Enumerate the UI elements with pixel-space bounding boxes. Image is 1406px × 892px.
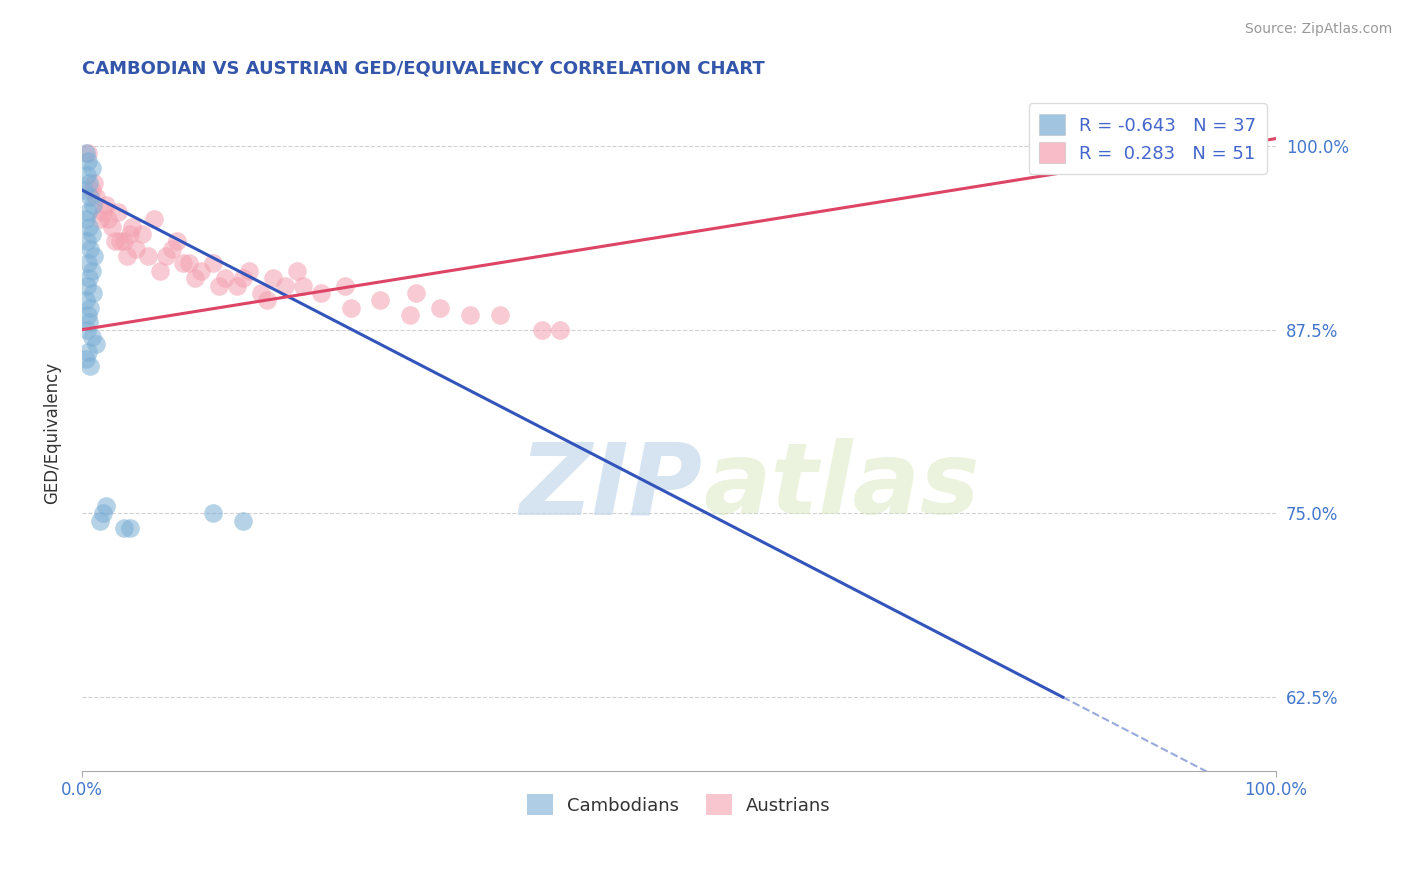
Point bbox=[79, 190, 101, 204]
Point bbox=[83, 249, 105, 263]
Point bbox=[262, 271, 284, 285]
Point bbox=[107, 205, 129, 219]
Point bbox=[214, 271, 236, 285]
Text: atlas: atlas bbox=[703, 438, 980, 535]
Point bbox=[121, 219, 143, 234]
Point bbox=[75, 146, 97, 161]
Point bbox=[94, 499, 117, 513]
Point bbox=[79, 301, 101, 315]
Point bbox=[75, 212, 97, 227]
Point bbox=[77, 146, 100, 161]
Point bbox=[76, 169, 98, 183]
Point bbox=[131, 227, 153, 241]
Point bbox=[80, 161, 103, 175]
Point bbox=[256, 293, 278, 308]
Point bbox=[77, 219, 100, 234]
Point bbox=[89, 212, 111, 227]
Text: Source: ZipAtlas.com: Source: ZipAtlas.com bbox=[1244, 22, 1392, 37]
Point bbox=[208, 278, 231, 293]
Point bbox=[83, 176, 105, 190]
Point bbox=[226, 278, 249, 293]
Point bbox=[232, 514, 254, 528]
Point bbox=[84, 337, 107, 351]
Point bbox=[112, 521, 135, 535]
Point bbox=[160, 242, 183, 256]
Point bbox=[108, 235, 131, 249]
Point bbox=[429, 301, 451, 315]
Point bbox=[89, 514, 111, 528]
Point bbox=[166, 235, 188, 249]
Point bbox=[309, 285, 332, 300]
Point bbox=[75, 352, 97, 367]
Point bbox=[117, 249, 139, 263]
Point bbox=[112, 235, 135, 249]
Point bbox=[77, 205, 100, 219]
Point bbox=[489, 308, 512, 322]
Point bbox=[118, 227, 141, 241]
Point bbox=[172, 256, 194, 270]
Point bbox=[76, 323, 98, 337]
Point bbox=[77, 256, 100, 270]
Point bbox=[75, 293, 97, 308]
Point bbox=[82, 285, 104, 300]
Point bbox=[148, 264, 170, 278]
Point bbox=[94, 197, 117, 211]
Point bbox=[77, 308, 100, 322]
Point bbox=[80, 227, 103, 241]
Point bbox=[530, 323, 553, 337]
Point bbox=[142, 212, 165, 227]
Point bbox=[79, 242, 101, 256]
Point bbox=[190, 264, 212, 278]
Text: ZIP: ZIP bbox=[520, 438, 703, 535]
Point bbox=[84, 190, 107, 204]
Point bbox=[179, 256, 201, 270]
Point bbox=[405, 285, 427, 300]
Y-axis label: GED/Equivalency: GED/Equivalency bbox=[44, 361, 60, 504]
Point bbox=[93, 507, 115, 521]
Point bbox=[77, 315, 100, 329]
Point bbox=[97, 212, 120, 227]
Point bbox=[93, 205, 115, 219]
Point bbox=[77, 176, 100, 190]
Point bbox=[77, 344, 100, 359]
Point bbox=[399, 308, 422, 322]
Point bbox=[76, 278, 98, 293]
Point bbox=[370, 293, 392, 308]
Text: CAMBODIAN VS AUSTRIAN GED/EQUIVALENCY CORRELATION CHART: CAMBODIAN VS AUSTRIAN GED/EQUIVALENCY CO… bbox=[82, 60, 765, 78]
Point bbox=[202, 507, 225, 521]
Point bbox=[80, 330, 103, 344]
Point bbox=[79, 359, 101, 374]
Point bbox=[77, 271, 100, 285]
Point bbox=[184, 271, 207, 285]
Point bbox=[136, 249, 159, 263]
Point bbox=[80, 183, 103, 197]
Point bbox=[333, 278, 356, 293]
Point bbox=[250, 285, 273, 300]
Point bbox=[118, 521, 141, 535]
Point bbox=[238, 264, 260, 278]
Point bbox=[80, 264, 103, 278]
Legend: Cambodians, Austrians: Cambodians, Austrians bbox=[520, 788, 838, 822]
Point bbox=[339, 301, 361, 315]
Point bbox=[202, 256, 225, 270]
Point bbox=[155, 249, 177, 263]
Point bbox=[104, 235, 127, 249]
Point bbox=[77, 153, 100, 168]
Point bbox=[76, 235, 98, 249]
Point bbox=[125, 242, 148, 256]
Point bbox=[274, 278, 297, 293]
Point bbox=[458, 308, 481, 322]
Point bbox=[291, 278, 314, 293]
Point bbox=[82, 197, 104, 211]
Point bbox=[101, 219, 124, 234]
Point bbox=[285, 264, 308, 278]
Point bbox=[548, 323, 571, 337]
Point bbox=[73, 183, 96, 197]
Point bbox=[232, 271, 254, 285]
